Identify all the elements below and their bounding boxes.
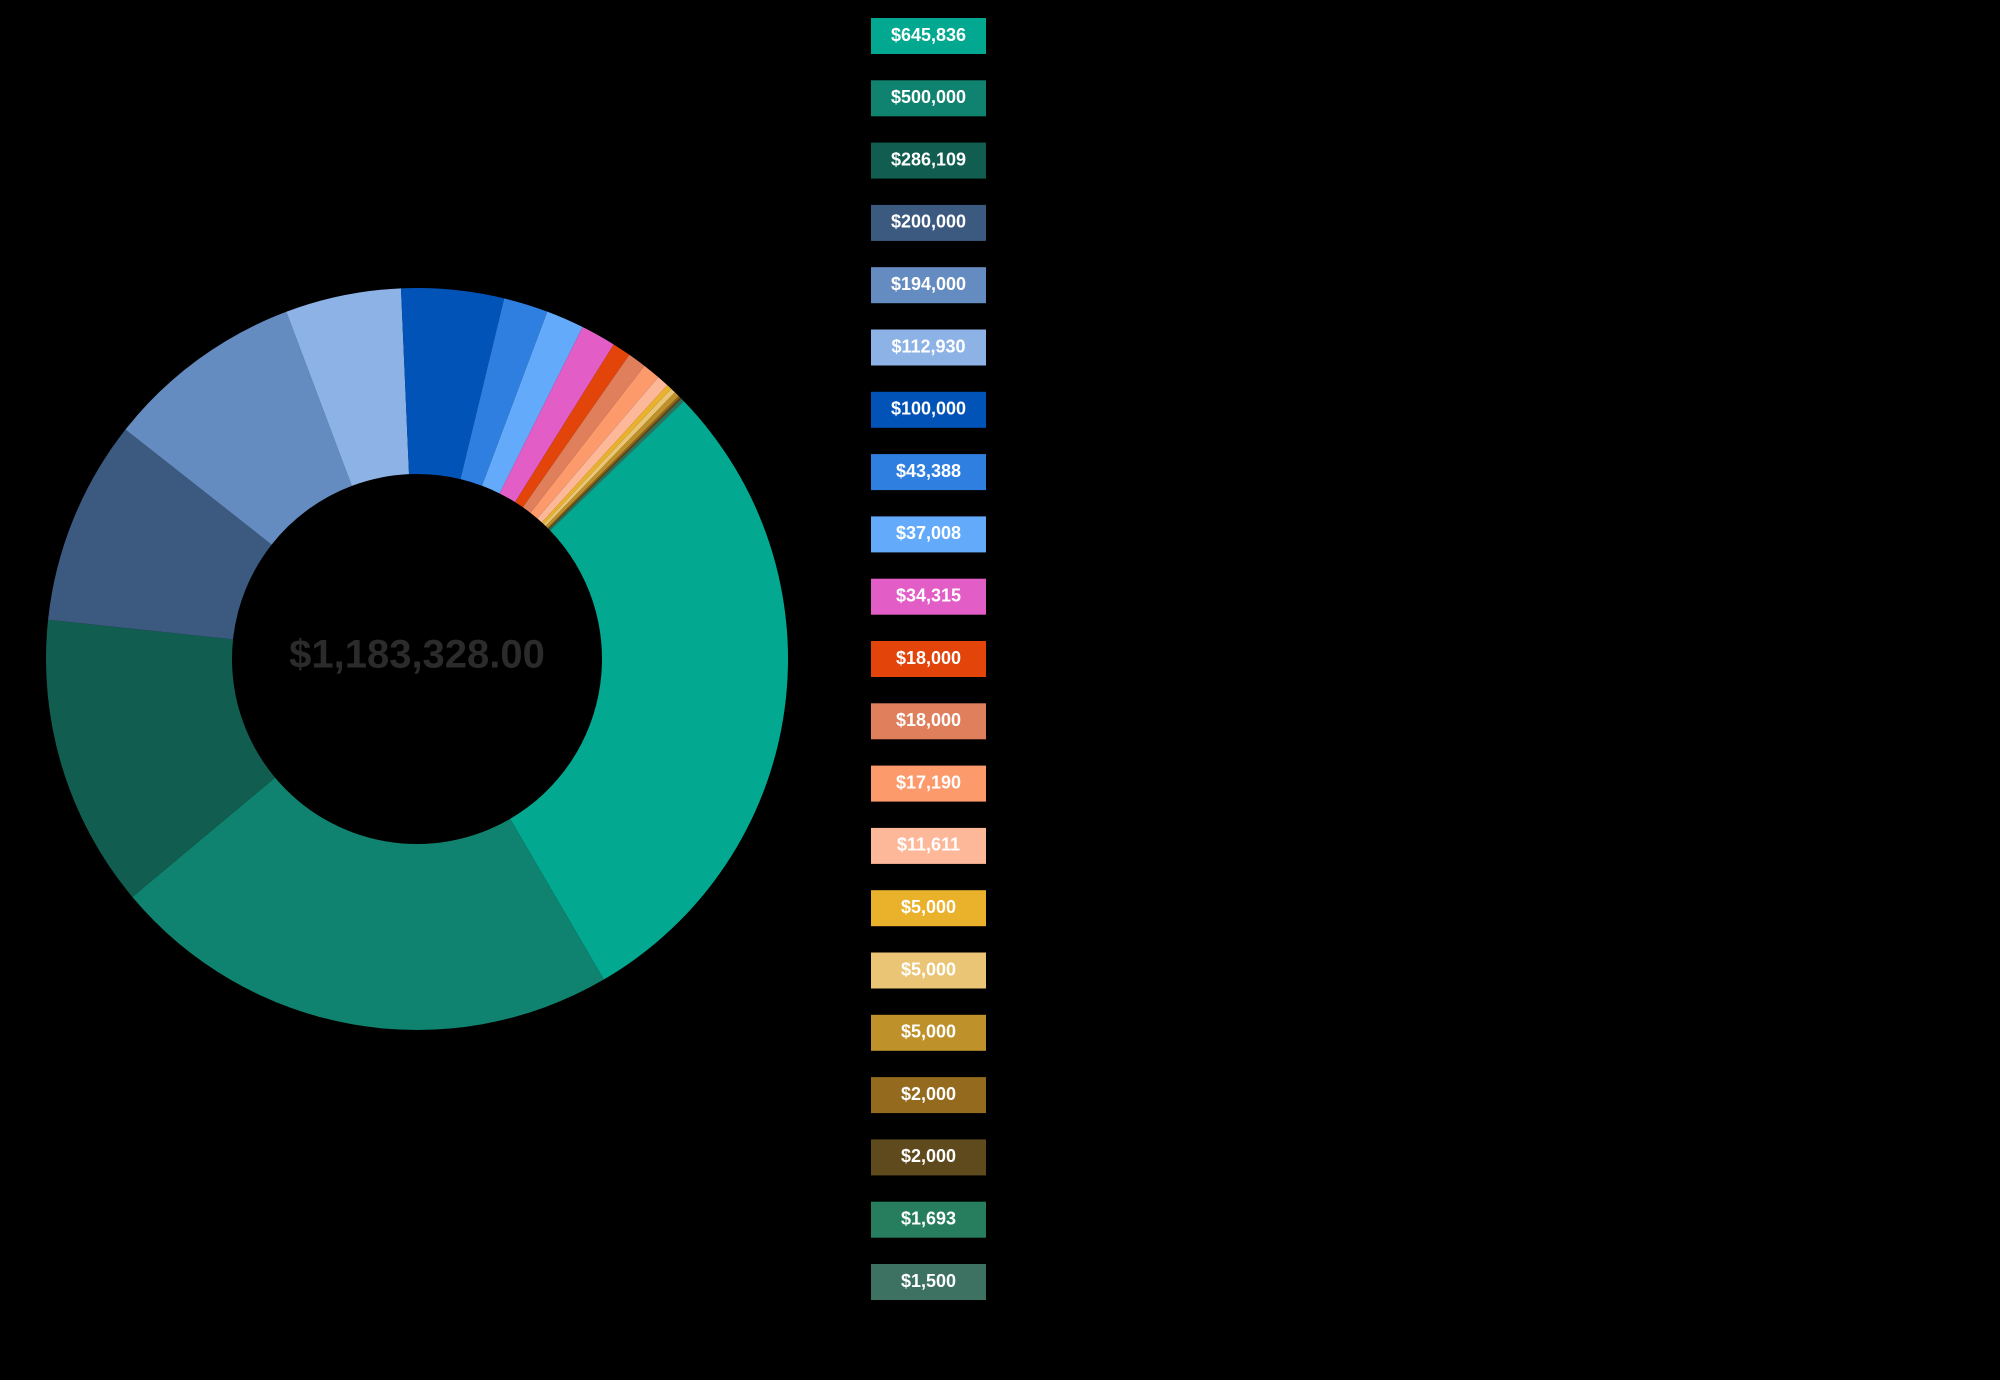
slice xyxy=(125,311,352,545)
legend-swatch xyxy=(871,391,986,428)
legend-label: $5,000 xyxy=(901,897,956,917)
slice xyxy=(460,298,548,486)
legend-label: $286,109 xyxy=(891,149,966,169)
legend-label: $11,611 xyxy=(897,835,960,855)
legend-label: $645,836 xyxy=(891,25,966,45)
slice xyxy=(543,388,675,527)
slice xyxy=(522,354,645,513)
legend-swatch xyxy=(871,1077,986,1114)
legend-label: $200,000 xyxy=(891,212,966,232)
slice xyxy=(541,385,672,525)
legend-label: $2,000 xyxy=(901,1146,956,1166)
legend-swatch xyxy=(871,516,986,553)
legend-swatch xyxy=(871,454,986,491)
legend-swatch xyxy=(871,1201,986,1238)
legend-label: $100,000 xyxy=(891,399,966,419)
legend-swatch xyxy=(871,18,986,54)
slice xyxy=(545,392,679,528)
legend-swatch xyxy=(871,641,986,677)
legend-label: $1,500 xyxy=(901,1271,956,1291)
slice xyxy=(548,397,682,530)
center-label: $1,183,328.00 xyxy=(289,633,545,677)
legend-swatch xyxy=(871,1264,986,1300)
slice xyxy=(45,619,276,897)
legend-swatch xyxy=(871,267,986,304)
legend-swatch xyxy=(871,142,986,179)
slice xyxy=(132,777,604,1031)
legend-swatch xyxy=(871,703,986,740)
legend: $645,836 $500,000 $286,109 $200,000 $194,000… xyxy=(871,18,986,1300)
slice xyxy=(530,365,659,519)
slice xyxy=(510,401,788,980)
legend-swatch xyxy=(871,1139,986,1176)
legend-label: $112,930 xyxy=(891,336,965,356)
legend-label: $2,000 xyxy=(901,1084,956,1104)
slice xyxy=(481,311,583,494)
legend-swatch xyxy=(871,952,986,989)
legend-label: $1,693 xyxy=(901,1208,956,1228)
legend-swatch xyxy=(871,890,986,927)
legend-swatch xyxy=(871,827,986,864)
legend-swatch xyxy=(871,204,986,241)
slice xyxy=(547,395,681,529)
legend-label: $18,000 xyxy=(896,648,961,668)
legend-swatch xyxy=(871,578,986,615)
legend-label: $5,000 xyxy=(901,959,956,979)
legend-label: $37,008 xyxy=(896,523,961,543)
slice xyxy=(400,288,505,480)
legend-swatch xyxy=(871,1014,986,1051)
legend-label: $43,388 xyxy=(896,461,961,481)
legend-swatch xyxy=(871,80,986,117)
slice xyxy=(548,398,683,530)
slice xyxy=(515,344,630,508)
slice xyxy=(286,288,410,486)
legend-label: $500,000 xyxy=(891,87,966,107)
legend-label: $17,190 xyxy=(896,772,961,792)
legend-swatch xyxy=(871,329,986,366)
legend-swatch xyxy=(871,765,986,802)
slice xyxy=(549,400,684,531)
slice xyxy=(537,377,668,523)
donut xyxy=(45,288,788,1031)
legend-label: $5,000 xyxy=(901,1022,956,1042)
legend-label: $194,000 xyxy=(891,274,966,294)
slice xyxy=(499,327,614,503)
slice xyxy=(48,429,272,640)
legend-label: $34,315 xyxy=(896,585,961,605)
legend-label: $18,000 xyxy=(896,710,961,730)
